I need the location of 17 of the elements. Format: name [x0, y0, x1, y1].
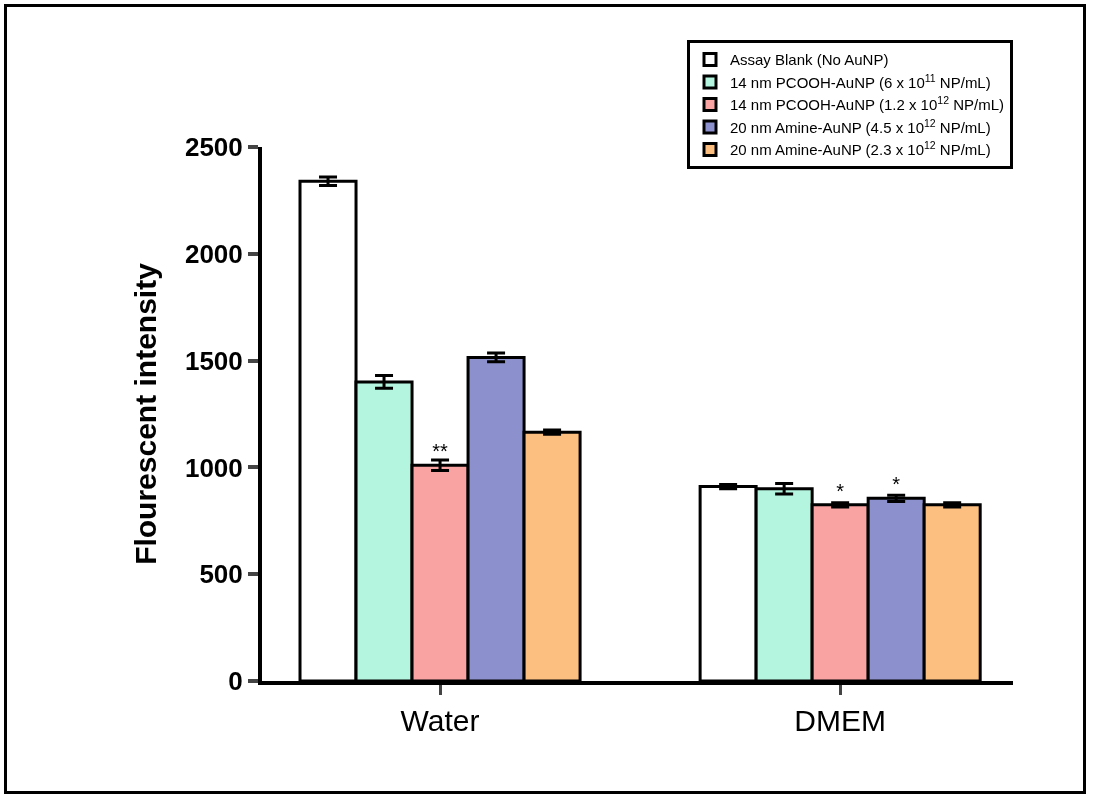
legend-label: 20 nm Amine-AuNP (4.5 x 10$^{12}$ NP/mL) — [730, 116, 991, 136]
legend-label: Assay Blank (No AuNP) — [730, 51, 889, 69]
legend-label: 20 nm Amine-AuNP (2.3 x 10$^{12}$ NP/mL) — [730, 139, 991, 159]
y-tick-label: 0 — [228, 666, 243, 697]
y-axis-title: Flourescent intensity — [129, 262, 163, 565]
y-tick-label: 1000 — [184, 452, 243, 483]
y-tick-label: 1500 — [184, 345, 243, 376]
y-tick-label: 2000 — [184, 238, 243, 269]
x-tick-label: DMEM — [794, 704, 886, 737]
x-tick-label: Water — [400, 704, 480, 737]
data-label: ** — [432, 440, 448, 463]
data-label: * — [892, 473, 901, 496]
data-label: * — [836, 479, 845, 502]
y-tick-label: 500 — [199, 559, 243, 590]
legend-label: 14 nm PCOOH-AuNP (1.2 x 10$^{12}$ NP/mL) — [730, 94, 1005, 114]
y-tick-label: 2500 — [184, 132, 243, 163]
legend-label: 14 nm PCOOH-AuNP (6 x 10$^{11}$ NP/mL) — [730, 71, 991, 91]
